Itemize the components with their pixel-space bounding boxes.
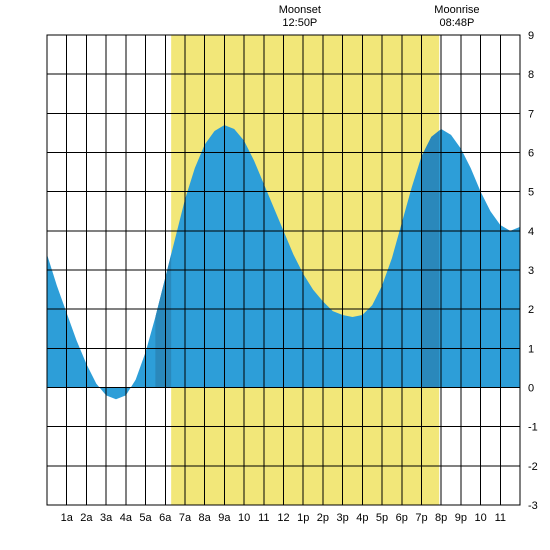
moonset-time: 12:50P <box>265 17 335 30</box>
svg-text:11: 11 <box>495 512 506 524</box>
svg-text:8p: 8p <box>435 512 447 524</box>
svg-text:1a: 1a <box>61 512 74 524</box>
svg-text:6: 6 <box>528 148 534 160</box>
svg-text:9p: 9p <box>455 512 467 524</box>
svg-text:5a: 5a <box>139 512 152 524</box>
svg-text:4p: 4p <box>356 512 368 524</box>
svg-text:3: 3 <box>528 265 534 277</box>
svg-text:9: 9 <box>528 30 534 42</box>
svg-text:4: 4 <box>528 226 534 238</box>
svg-text:5p: 5p <box>376 512 388 524</box>
svg-text:12: 12 <box>277 512 289 524</box>
svg-text:-3: -3 <box>528 500 538 512</box>
svg-text:-1: -1 <box>528 422 538 434</box>
svg-text:11: 11 <box>258 512 269 524</box>
svg-text:4a: 4a <box>120 512 133 524</box>
svg-text:6a: 6a <box>159 512 172 524</box>
svg-text:7a: 7a <box>179 512 192 524</box>
svg-text:7p: 7p <box>415 512 427 524</box>
svg-text:10: 10 <box>238 512 250 524</box>
svg-text:6p: 6p <box>396 512 408 524</box>
tide-chart: -3-2-101234567891a2a3a4a5a6a7a8a9a101112… <box>0 0 550 550</box>
svg-text:2a: 2a <box>80 512 93 524</box>
svg-text:1p: 1p <box>297 512 309 524</box>
svg-text:3p: 3p <box>337 512 349 524</box>
svg-text:9a: 9a <box>218 512 231 524</box>
svg-text:2: 2 <box>528 304 534 316</box>
svg-text:3a: 3a <box>100 512 113 524</box>
chart-svg: -3-2-101234567891a2a3a4a5a6a7a8a9a101112… <box>0 0 550 550</box>
svg-text:0: 0 <box>528 383 534 395</box>
svg-text:8a: 8a <box>199 512 212 524</box>
svg-text:1: 1 <box>528 343 534 355</box>
svg-text:8: 8 <box>528 69 534 81</box>
moonrise-time: 08:48P <box>422 17 492 30</box>
moonset-annotation: Moonset 12:50P <box>265 4 335 30</box>
svg-text:5: 5 <box>528 187 534 199</box>
svg-text:2p: 2p <box>317 512 329 524</box>
svg-text:-2: -2 <box>528 461 538 473</box>
svg-text:10: 10 <box>474 512 486 524</box>
svg-text:7: 7 <box>528 108 534 120</box>
moonset-label: Moonset <box>265 4 335 17</box>
moonrise-label: Moonrise <box>422 4 492 17</box>
moonrise-annotation: Moonrise 08:48P <box>422 4 492 30</box>
